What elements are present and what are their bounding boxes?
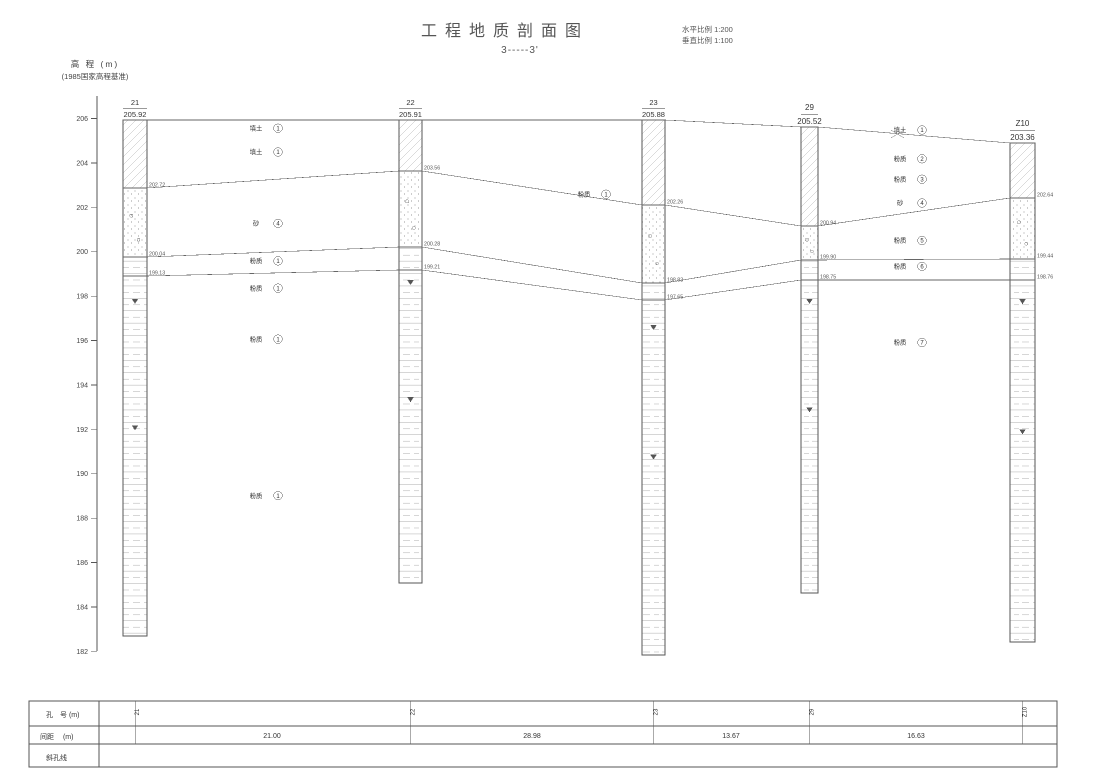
svg-text:1: 1 bbox=[276, 259, 280, 265]
svg-text:1: 1 bbox=[276, 286, 280, 292]
svg-text:间距 (m): 间距 (m) bbox=[40, 733, 73, 741]
svg-text:22: 22 bbox=[406, 98, 414, 107]
svg-text:196: 196 bbox=[76, 338, 88, 345]
svg-text:1: 1 bbox=[276, 337, 280, 343]
svg-text:21.00: 21.00 bbox=[263, 733, 281, 740]
svg-text:1: 1 bbox=[276, 494, 280, 500]
svg-text:1: 1 bbox=[920, 128, 924, 134]
svg-text:2: 2 bbox=[920, 157, 924, 163]
svg-text:184: 184 bbox=[76, 604, 88, 611]
svg-text:200.04: 200.04 bbox=[149, 252, 165, 258]
svg-text:粉质: 粉质 bbox=[250, 283, 263, 292]
svg-text:204: 204 bbox=[76, 160, 88, 167]
svg-text:粉质: 粉质 bbox=[894, 236, 907, 245]
svg-text:203.56: 203.56 bbox=[424, 166, 440, 172]
svg-text:粉质: 粉质 bbox=[250, 491, 263, 500]
svg-text:3: 3 bbox=[920, 177, 924, 183]
svg-text:198.83: 198.83 bbox=[667, 278, 683, 284]
svg-text:粉质: 粉质 bbox=[894, 174, 907, 183]
svg-text:188: 188 bbox=[76, 516, 88, 523]
svg-text:粉质: 粉质 bbox=[894, 154, 907, 163]
svg-text:4: 4 bbox=[920, 201, 924, 207]
svg-text:Z10: Z10 bbox=[1023, 706, 1029, 717]
svg-text:202.72: 202.72 bbox=[149, 183, 165, 189]
svg-text:206: 206 bbox=[76, 116, 88, 123]
svg-text:22: 22 bbox=[411, 708, 417, 715]
svg-text:205.92: 205.92 bbox=[124, 110, 147, 119]
svg-text:199.21: 199.21 bbox=[424, 265, 440, 271]
svg-text:28.98: 28.98 bbox=[523, 733, 541, 740]
svg-text:198.76: 198.76 bbox=[1037, 275, 1053, 281]
svg-text:198: 198 bbox=[76, 294, 88, 301]
svg-text:21: 21 bbox=[131, 98, 139, 107]
svg-text:1: 1 bbox=[276, 126, 280, 132]
svg-text:13.67: 13.67 bbox=[722, 733, 740, 740]
svg-text:200.28: 200.28 bbox=[424, 242, 440, 248]
svg-text:205.91: 205.91 bbox=[399, 110, 422, 119]
svg-text:砂: 砂 bbox=[897, 198, 904, 207]
svg-text:200: 200 bbox=[76, 249, 88, 256]
svg-text:4: 4 bbox=[276, 222, 280, 228]
svg-text:粉质: 粉质 bbox=[578, 189, 591, 198]
svg-text:198.75: 198.75 bbox=[820, 275, 836, 281]
svg-text:粉质: 粉质 bbox=[894, 338, 907, 347]
svg-text:205.88: 205.88 bbox=[642, 110, 665, 119]
svg-text:190: 190 bbox=[76, 471, 88, 478]
svg-text:21: 21 bbox=[135, 708, 141, 715]
svg-text:194: 194 bbox=[76, 382, 88, 389]
svg-text:199.44: 199.44 bbox=[1037, 254, 1053, 260]
svg-text:1: 1 bbox=[604, 192, 608, 198]
svg-text:斜孔线: 斜孔线 bbox=[46, 753, 67, 762]
svg-text:3-----3': 3-----3' bbox=[501, 45, 539, 56]
svg-text:199.13: 199.13 bbox=[149, 271, 165, 277]
svg-text:199.90: 199.90 bbox=[820, 255, 836, 261]
svg-text:205.52: 205.52 bbox=[797, 117, 822, 126]
svg-text:填土: 填土 bbox=[250, 123, 263, 132]
svg-text:粉质: 粉质 bbox=[250, 256, 263, 265]
svg-text:砂: 砂 bbox=[253, 219, 260, 228]
svg-text:197.65: 197.65 bbox=[667, 295, 683, 301]
svg-text:202: 202 bbox=[76, 205, 88, 212]
svg-text:孔 号 (m): 孔 号 (m) bbox=[46, 711, 79, 719]
svg-text:186: 186 bbox=[76, 560, 88, 567]
svg-text:23: 23 bbox=[654, 708, 660, 715]
svg-text:Z10: Z10 bbox=[1016, 119, 1030, 128]
svg-text:高 程 (m): 高 程 (m) bbox=[71, 59, 119, 69]
svg-text:202.64: 202.64 bbox=[1037, 193, 1053, 199]
svg-text:水平比例 1:200: 水平比例 1:200 bbox=[682, 24, 733, 34]
svg-text:粉质: 粉质 bbox=[250, 334, 263, 343]
svg-text:垂直比例 1:100: 垂直比例 1:100 bbox=[682, 35, 733, 45]
svg-text:200.94: 200.94 bbox=[820, 221, 836, 227]
svg-text:182: 182 bbox=[76, 649, 88, 656]
svg-text:203.36: 203.36 bbox=[1010, 133, 1035, 142]
svg-text:202.26: 202.26 bbox=[667, 200, 683, 206]
svg-text:5: 5 bbox=[920, 239, 924, 245]
svg-text:6: 6 bbox=[920, 265, 924, 271]
svg-text:粉质: 粉质 bbox=[894, 262, 907, 271]
svg-text:工程地质剖面图: 工程地质剖面图 bbox=[421, 22, 589, 40]
svg-text:192: 192 bbox=[76, 427, 88, 434]
svg-text:29: 29 bbox=[805, 103, 814, 112]
svg-text:16.63: 16.63 bbox=[907, 733, 925, 740]
svg-text:1: 1 bbox=[276, 150, 280, 156]
svg-text:(1985国家高程基准): (1985国家高程基准) bbox=[62, 71, 129, 81]
svg-text:29: 29 bbox=[810, 708, 816, 715]
svg-text:填土: 填土 bbox=[894, 125, 907, 134]
svg-text:7: 7 bbox=[920, 341, 924, 347]
svg-text:填土: 填土 bbox=[250, 147, 263, 156]
svg-text:23: 23 bbox=[649, 98, 657, 107]
